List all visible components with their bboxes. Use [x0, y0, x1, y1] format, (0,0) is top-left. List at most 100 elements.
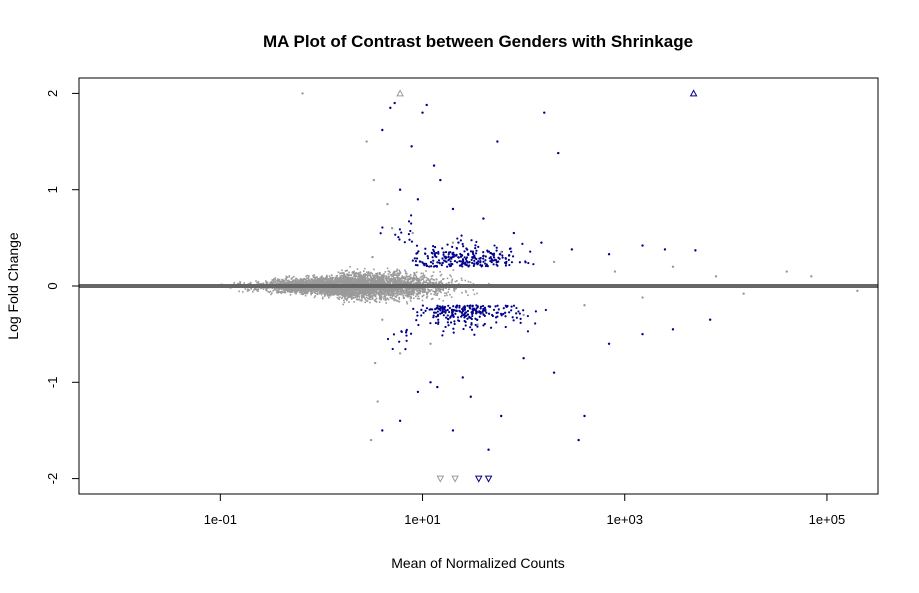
background-point	[366, 297, 369, 300]
background-point	[430, 293, 432, 295]
background-point	[265, 289, 268, 292]
background-point	[346, 297, 349, 300]
background-point	[364, 281, 367, 284]
significant-point	[400, 231, 403, 234]
background-point	[405, 274, 408, 277]
background-point	[267, 290, 269, 293]
background-point	[343, 290, 346, 293]
background-point	[418, 279, 420, 282]
significant-point	[496, 304, 499, 307]
significant-point	[510, 309, 513, 312]
background-point	[467, 280, 470, 283]
clipped-point-marker	[396, 89, 404, 97]
background-point	[397, 276, 400, 279]
data-point	[570, 248, 574, 251]
significant-point	[501, 254, 504, 257]
data-point	[500, 251, 503, 254]
background-point	[383, 272, 385, 275]
background-point	[394, 277, 397, 279]
background-point	[286, 288, 288, 290]
background-point	[381, 296, 383, 299]
background-point	[352, 272, 355, 275]
background-point	[405, 291, 408, 294]
significant-point	[441, 257, 444, 260]
background-point	[340, 290, 343, 293]
background-point	[347, 293, 350, 296]
significant-point	[482, 257, 485, 260]
significant-point	[464, 311, 467, 314]
background-point	[405, 277, 407, 279]
background-point	[397, 274, 399, 277]
background-point	[384, 294, 386, 297]
background-point	[327, 290, 329, 293]
background-point	[421, 278, 423, 280]
background-point	[386, 267, 389, 270]
background-point	[399, 270, 401, 273]
background-point	[362, 279, 365, 281]
background-point	[331, 283, 333, 285]
background-point	[291, 281, 293, 283]
significant-point	[479, 312, 482, 315]
significant-point	[447, 318, 450, 321]
significant-point	[437, 321, 440, 324]
background-point	[281, 287, 284, 289]
significant-point	[487, 305, 490, 308]
background-point	[286, 288, 289, 291]
significant-point	[414, 260, 418, 263]
background-point	[350, 274, 353, 277]
background-point	[404, 269, 406, 272]
data-point	[436, 385, 439, 389]
background-point	[308, 275, 310, 277]
significant-point	[479, 264, 482, 267]
significant-point	[511, 255, 515, 258]
background-point	[344, 287, 347, 290]
background-point	[409, 274, 412, 276]
significant-point	[410, 222, 413, 225]
background-point	[325, 279, 328, 282]
significant-point	[449, 316, 452, 319]
data-point	[389, 106, 392, 110]
background-point	[395, 280, 397, 283]
background-point	[398, 292, 400, 295]
background-point	[387, 287, 390, 290]
background-point	[277, 291, 279, 294]
background-point	[385, 278, 388, 281]
background-point	[379, 277, 381, 280]
background-point	[239, 283, 241, 285]
background-point	[445, 283, 448, 285]
background-point	[357, 275, 359, 278]
significant-point	[448, 258, 451, 261]
data-point	[500, 414, 503, 418]
background-point	[347, 273, 350, 276]
background-point	[362, 275, 364, 278]
background-point	[342, 278, 344, 280]
significant-point	[484, 264, 488, 268]
background-point	[387, 294, 390, 297]
significant-point	[451, 253, 454, 256]
background-point	[391, 287, 393, 290]
background-point	[351, 291, 354, 294]
background-point	[346, 276, 349, 279]
significant-point	[487, 250, 491, 253]
background-point	[404, 270, 407, 273]
background-point	[369, 282, 372, 284]
background-point	[326, 287, 328, 290]
background-point	[354, 294, 357, 297]
data-point	[708, 318, 712, 321]
background-point	[376, 278, 379, 281]
background-point	[350, 298, 353, 300]
background-point	[397, 300, 400, 302]
background-point	[450, 275, 452, 278]
background-point	[332, 282, 335, 285]
significant-point	[519, 317, 522, 320]
significant-point	[484, 308, 487, 311]
background-point	[343, 301, 346, 304]
background-point	[439, 289, 441, 292]
background-point	[421, 299, 424, 302]
background-point	[414, 274, 417, 277]
background-point	[366, 281, 368, 284]
data-point	[274, 280, 277, 284]
significant-point	[495, 321, 498, 324]
background-point	[416, 292, 419, 295]
significant-point	[436, 304, 439, 307]
